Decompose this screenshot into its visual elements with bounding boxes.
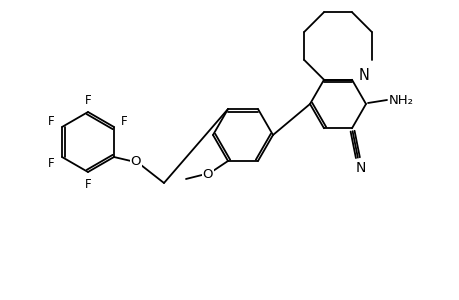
Text: F: F (48, 115, 55, 128)
Text: O: O (202, 169, 213, 182)
Text: N: N (355, 161, 365, 175)
Text: NH₂: NH₂ (388, 94, 413, 106)
Text: F: F (48, 157, 55, 169)
Text: O: O (130, 154, 141, 167)
Text: F: F (121, 115, 128, 128)
Text: F: F (84, 178, 91, 190)
Text: F: F (84, 94, 91, 106)
Text: N: N (358, 68, 369, 83)
